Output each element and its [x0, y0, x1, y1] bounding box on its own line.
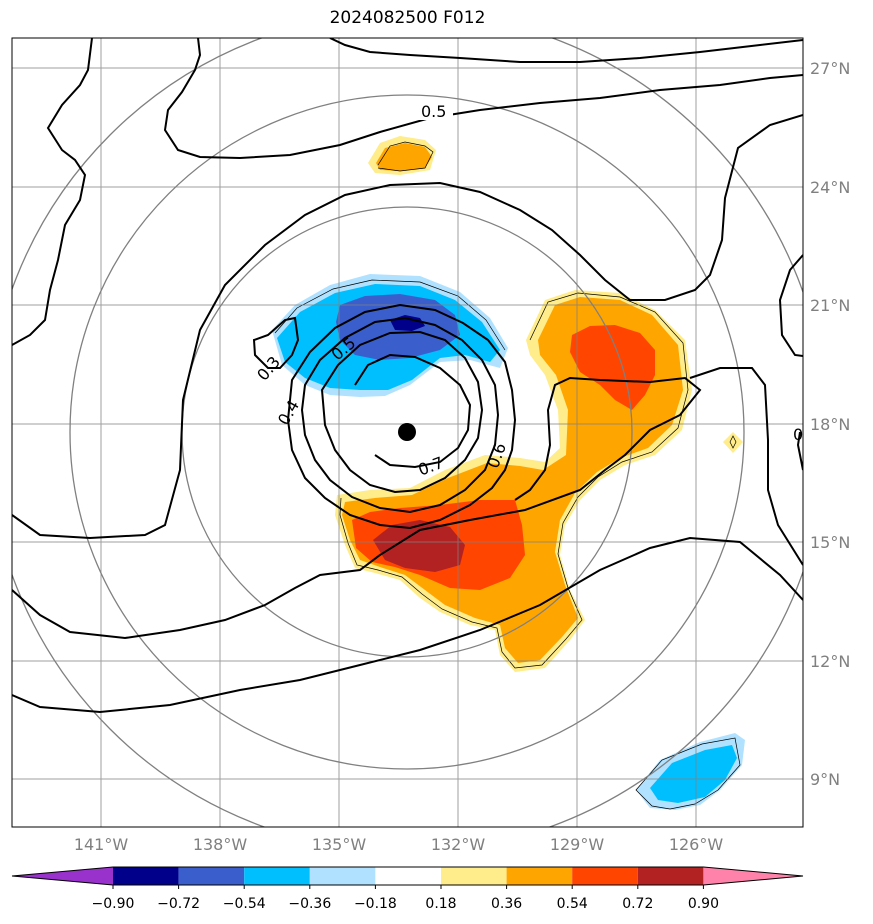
lat-label: 21°N: [810, 296, 850, 315]
colorbar-tick-label: 0.72: [622, 896, 653, 912]
colorbar-min-extend: [12, 867, 113, 885]
lon-label: 141°W: [74, 835, 129, 854]
colorbar-tick-label: 0.90: [688, 896, 719, 912]
colorbar-tick-label: −0.72: [157, 896, 200, 912]
fill-outlines: [274, 141, 741, 810]
map-title: 2024082500 F012: [329, 8, 486, 28]
colorbar-segment: [506, 867, 573, 885]
colorbar-tick-label: −0.18: [354, 896, 397, 912]
lon-label: 138°W: [193, 835, 248, 854]
colorbar-segment: [244, 867, 310, 885]
lat-label: 24°N: [810, 178, 850, 197]
colorbar-segment: [375, 867, 441, 885]
contour-label-edge: 0: [793, 425, 803, 444]
colorbar-tick-label: −0.36: [288, 896, 331, 912]
colorbar-tick-label: 0.36: [491, 896, 522, 912]
contour-label-group: 0.5 0.3 0.4 0.5 0.6 0.7 0: [253, 100, 803, 480]
colorbar-segment: [572, 867, 638, 885]
filled-anomalies: [272, 136, 745, 810]
colorbar-segment: [309, 867, 376, 885]
colorbar-segment: [637, 867, 704, 885]
lon-label: 129°W: [550, 835, 605, 854]
colorbar-tick-label: −0.90: [92, 896, 135, 912]
colorbar-max-extend: [703, 867, 803, 885]
lat-label: 18°N: [810, 415, 850, 434]
colorbar-segment: [441, 867, 507, 885]
colorbar-tick-label: 0.54: [557, 896, 588, 912]
lon-label: 132°W: [431, 835, 486, 854]
longitude-labels: 141°W 138°W 135°W 132°W 129°W 126°W: [74, 835, 724, 854]
lat-label: 9°N: [810, 770, 840, 789]
latitude-labels: 27°N 24°N 21°N 18°N 15°N 12°N 9°N: [810, 59, 850, 789]
contour-label-top: 0.5: [421, 102, 446, 121]
colorbar-segment: [113, 867, 179, 885]
lat-label: 27°N: [810, 59, 850, 78]
colorbar-tick-label: −0.54: [223, 896, 266, 912]
lat-label: 12°N: [810, 652, 850, 671]
lon-label: 126°W: [669, 835, 724, 854]
contour-lines: [12, 38, 803, 714]
storm-center-marker: [398, 423, 416, 441]
map-frame: [11, 37, 804, 828]
colorbar-tick-label: 0.18: [425, 896, 456, 912]
lon-label: 135°W: [312, 835, 367, 854]
colorbar-segment: [178, 867, 245, 885]
lat-label: 15°N: [810, 533, 850, 552]
colorbar: −0.90 −0.72 −0.54 −0.36 −0.18 0.18 0.36 …: [11, 866, 804, 912]
